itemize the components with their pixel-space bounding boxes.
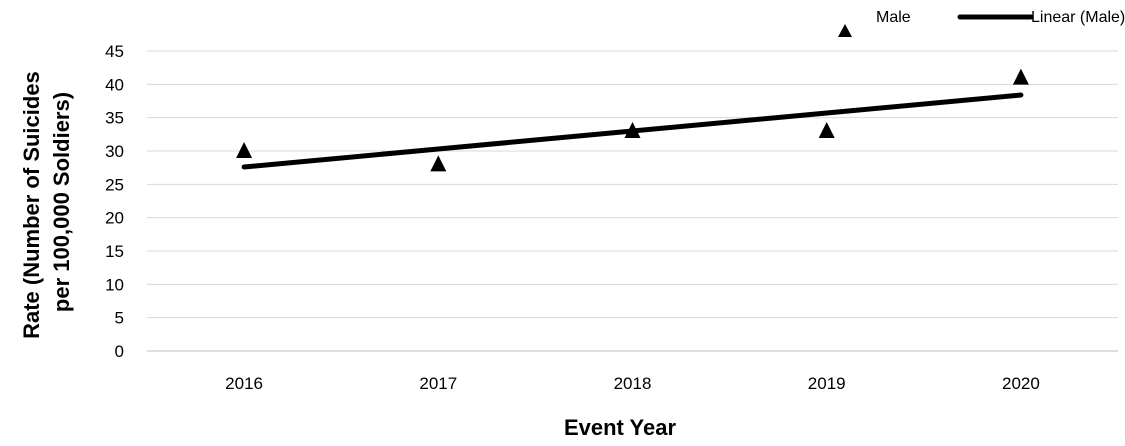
y-tick-label: 10 [105,275,124,294]
data-point-male [430,155,447,172]
x-tick-label: 2018 [614,374,652,393]
data-point-male [818,122,835,138]
gridlines [147,50,1118,352]
y-tick-label: 20 [105,209,124,228]
x-tick-label: 2017 [419,374,457,393]
legend: Male Linear (Male) [838,9,1125,37]
y-axis-tick-labels: 0 5 10 15 20 25 30 35 40 45 [105,42,124,361]
y-tick-label: 40 [105,75,124,94]
x-tick-label: 2019 [808,374,846,393]
legend-male-label: Male [876,9,911,26]
data-point-male [236,142,253,158]
y-axis-title-line-2: per 100,000 Soldiers) [49,92,74,312]
y-tick-label: 35 [105,109,124,128]
y-axis-title-line-1: Rate (Number of Suicides [19,71,44,339]
y-tick-label: 15 [105,242,124,261]
x-tick-label: 2020 [1002,374,1040,393]
legend-male-marker [838,24,852,37]
y-tick-label: 0 [115,342,124,361]
y-tick-label: 25 [105,175,124,194]
plot-series [236,68,1029,172]
legend-trendline-label: Linear (Male) [1031,9,1125,26]
y-tick-label: 30 [105,142,124,161]
x-tick-label: 2016 [225,374,263,393]
x-axis-tick-labels: 2016 2017 2018 2019 2020 [225,374,1040,393]
data-point-male [624,122,641,138]
y-axis-title: Rate (Number of Suicides per 100,000 Sol… [19,65,74,339]
data-point-male [1012,68,1029,85]
x-axis-title: Event Year [564,415,677,440]
y-tick-label: 45 [105,42,124,61]
y-tick-label: 5 [115,309,124,328]
